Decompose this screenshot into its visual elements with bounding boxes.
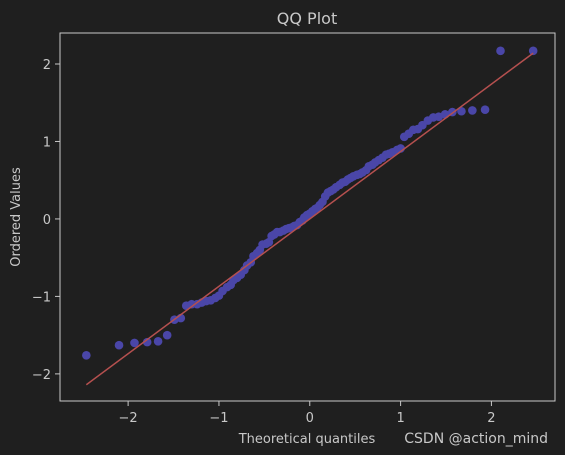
data-points-layer bbox=[82, 46, 538, 360]
x-axis: −2 −1 0 1 2 bbox=[119, 401, 496, 426]
axes-frame bbox=[59, 32, 556, 402]
x-tick-label: −2 bbox=[119, 411, 138, 426]
fit-line bbox=[85, 52, 534, 386]
data-point bbox=[528, 46, 538, 56]
data-point bbox=[114, 340, 124, 350]
x-axis-label: Theoretical quantiles bbox=[238, 432, 376, 447]
x-tick-label: −1 bbox=[209, 411, 228, 426]
data-point bbox=[82, 350, 91, 360]
y-tick-label: −2 bbox=[32, 368, 51, 383]
data-point bbox=[130, 338, 139, 348]
y-axis-label: Ordered Values bbox=[9, 167, 24, 267]
x-tick-label: 2 bbox=[487, 411, 495, 426]
data-point bbox=[142, 337, 152, 347]
data-point bbox=[468, 106, 477, 115]
x-tick-label: 0 bbox=[306, 411, 314, 426]
watermark-text: CSDN @action_mind bbox=[404, 431, 548, 447]
data-point bbox=[440, 110, 450, 119]
data-point bbox=[496, 46, 505, 56]
data-point bbox=[162, 330, 172, 340]
y-tick-label: 2 bbox=[43, 58, 51, 73]
y-tick-label: 0 bbox=[43, 213, 51, 228]
chart-title: QQ Plot bbox=[277, 9, 337, 28]
x-tick-label: 1 bbox=[396, 411, 404, 426]
data-point bbox=[480, 105, 490, 114]
data-point bbox=[457, 106, 466, 116]
y-tick-label: 1 bbox=[43, 135, 51, 150]
fit-line-layer bbox=[85, 52, 534, 386]
data-point bbox=[153, 337, 163, 346]
y-axis: −2 −1 0 1 2 bbox=[32, 58, 60, 383]
y-tick-label: −1 bbox=[32, 290, 51, 305]
